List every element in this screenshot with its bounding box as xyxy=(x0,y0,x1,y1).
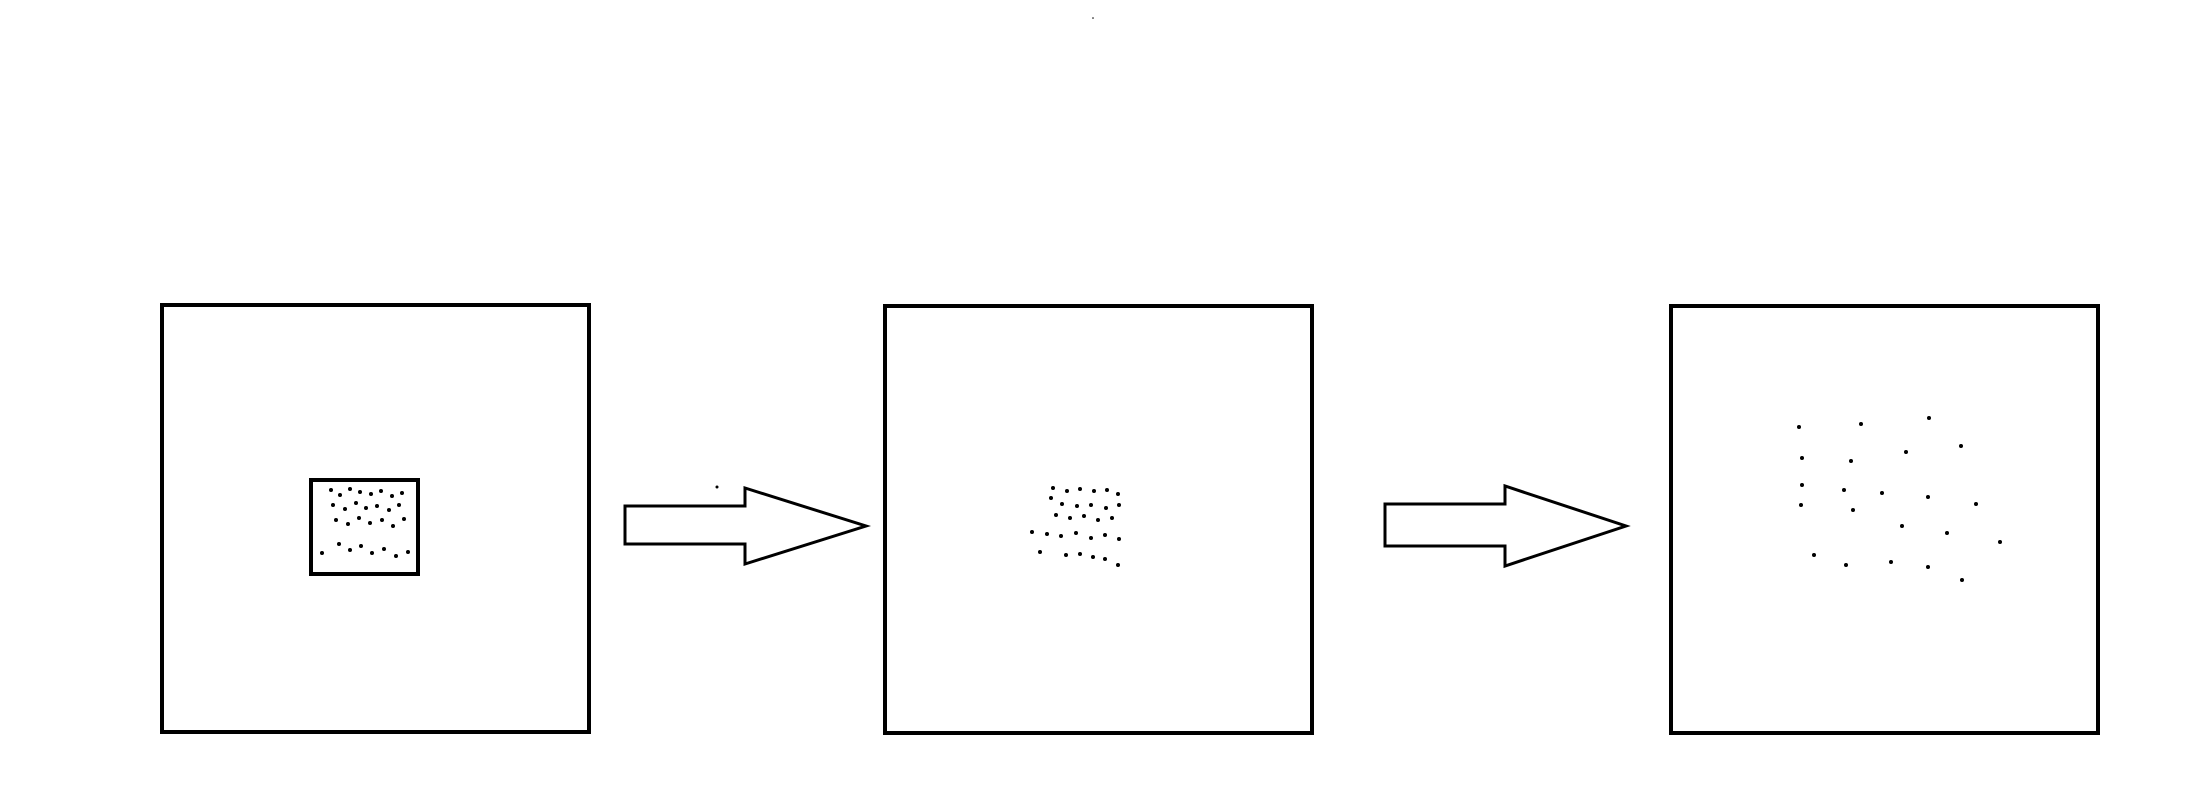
particle-dot xyxy=(1800,483,1804,487)
particle-dot xyxy=(1060,502,1064,506)
particle-dot xyxy=(1078,552,1082,556)
particle-dot xyxy=(1812,553,1816,557)
particle-dot xyxy=(375,504,379,508)
particle-dot xyxy=(337,542,341,546)
particle-dot xyxy=(1849,459,1853,463)
particle-dot xyxy=(1945,531,1949,535)
particle-dot xyxy=(1800,456,1804,460)
particle-dot xyxy=(1844,563,1848,567)
particle-dot xyxy=(397,503,401,507)
particle-dot xyxy=(364,506,368,510)
particle-dot xyxy=(391,524,395,528)
particle-dot xyxy=(1842,488,1846,492)
particle-dot xyxy=(1889,560,1893,564)
particle-dot xyxy=(357,516,361,520)
particle-dot xyxy=(343,507,347,511)
particle-dot xyxy=(1092,489,1096,493)
particle-dot xyxy=(1091,555,1095,559)
particle-dot xyxy=(1068,516,1072,520)
particle-dot xyxy=(1880,491,1884,495)
particle-dot xyxy=(1030,530,1034,534)
particle-dot xyxy=(320,551,324,555)
particle-dot xyxy=(368,521,372,525)
stage-2-particles xyxy=(1030,486,1121,567)
particle-dot xyxy=(402,517,406,521)
particle-dot xyxy=(348,487,352,491)
stage-1-particles xyxy=(320,487,410,558)
stage-2-panel xyxy=(883,304,1314,735)
arrow-2 xyxy=(1383,483,1631,569)
particle-dot xyxy=(1075,504,1079,508)
particle-dot xyxy=(1960,578,1964,582)
particle-dot xyxy=(394,554,398,558)
particle-dot xyxy=(1104,506,1108,510)
stage-1-panel xyxy=(160,303,591,734)
particle-dot xyxy=(338,493,342,497)
particle-dot xyxy=(1116,492,1120,496)
particle-dot xyxy=(1089,536,1093,540)
stage-3-particles xyxy=(1797,416,2002,582)
particle-dot xyxy=(1117,537,1121,541)
particle-dot xyxy=(379,489,383,493)
particle-dot xyxy=(1064,553,1068,557)
particle-dot xyxy=(1059,534,1063,538)
particle-dot xyxy=(1082,514,1086,518)
particle-dot xyxy=(1926,565,1930,569)
particle-dot xyxy=(1900,524,1904,528)
particle-dot xyxy=(1096,518,1100,522)
particle-dot xyxy=(1103,557,1107,561)
particle-dot xyxy=(1117,503,1121,507)
particle-dot xyxy=(334,518,338,522)
particle-dot xyxy=(1045,532,1049,536)
particle-dot xyxy=(370,551,374,555)
particle-dot xyxy=(331,503,335,507)
particle-dot xyxy=(358,490,362,494)
particle-dot xyxy=(1959,444,1963,448)
particle-dot xyxy=(1799,503,1803,507)
particle-dot xyxy=(329,488,333,492)
stage-1-inner-box xyxy=(309,478,420,576)
particle-dot xyxy=(1049,496,1053,500)
stage-3-frame xyxy=(1669,304,2100,735)
particle-dot xyxy=(369,492,373,496)
particle-dot xyxy=(1110,516,1114,520)
stage-3-panel xyxy=(1669,304,2100,735)
particle-dot xyxy=(382,547,386,551)
particle-dot xyxy=(348,548,352,552)
particle-dot xyxy=(1998,540,2002,544)
particle-dot xyxy=(390,494,394,498)
particle-dot xyxy=(1051,486,1055,490)
particle-dot xyxy=(1974,502,1978,506)
particle-dot xyxy=(1038,550,1042,554)
particle-dot xyxy=(1797,425,1801,429)
particle-dot xyxy=(387,508,391,512)
particle-dot xyxy=(1054,513,1058,517)
particle-dot xyxy=(1065,489,1069,493)
particle-dot xyxy=(359,544,363,548)
particle-dot xyxy=(1078,487,1082,491)
particle-dot xyxy=(1904,450,1908,454)
particle-dot xyxy=(1859,422,1863,426)
arrow-1-speck xyxy=(715,485,719,489)
particle-dot xyxy=(400,491,404,495)
particle-dot xyxy=(354,501,358,505)
stray-speck xyxy=(1092,17,1094,19)
particle-dot xyxy=(406,550,410,554)
particle-dot xyxy=(1105,488,1109,492)
particle-dot xyxy=(1074,531,1078,535)
particle-dot xyxy=(1927,416,1931,420)
particle-dot xyxy=(1089,503,1093,507)
particle-dot xyxy=(1103,533,1107,537)
arrow-1 xyxy=(623,485,872,567)
particle-dot xyxy=(346,522,350,526)
particle-dot xyxy=(1851,508,1855,512)
particle-dot xyxy=(1116,563,1120,567)
particle-dot xyxy=(1926,495,1930,499)
particle-dot xyxy=(380,518,384,522)
